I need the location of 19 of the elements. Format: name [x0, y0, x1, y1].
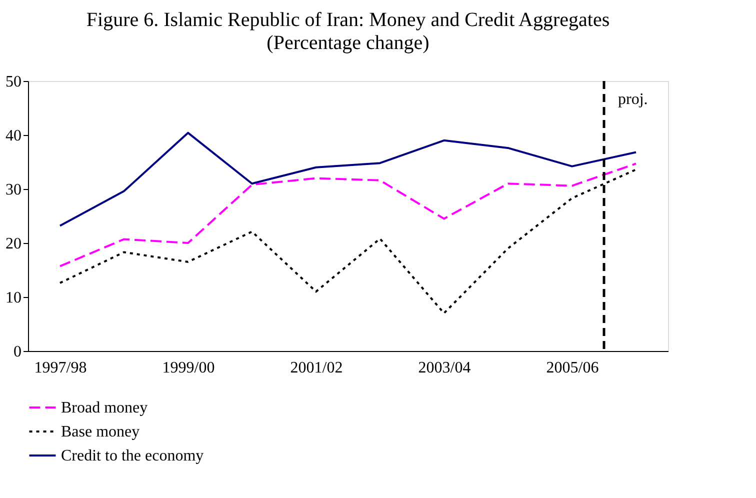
x-tick-label: 2003/04	[418, 360, 471, 376]
legend-label: Broad money	[61, 400, 148, 416]
y-tick-label: 10	[6, 290, 22, 306]
annotation: proj.	[618, 91, 648, 108]
y-tick-label: 40	[6, 128, 22, 144]
x-tick-label: 2005/06	[546, 360, 599, 376]
legend-label: Base money	[61, 424, 140, 440]
legend-label: Credit to the economy	[61, 448, 204, 464]
y-tick-label: 30	[6, 182, 22, 198]
line-series	[59, 132, 637, 227]
y-tick-label: 0	[14, 344, 22, 360]
y-tick-label: 20	[6, 236, 22, 252]
x-tick-label: 2001/02	[290, 360, 343, 376]
chart-subtitle: (Percentage change)	[266, 32, 430, 54]
x-tick-label: 1997/98	[34, 360, 87, 376]
chart-title: Figure 6. Islamic Republic of Iran: Money and Credit Aggregates	[86, 9, 610, 31]
line-series	[59, 162, 637, 268]
x-tick-label: 1999/00	[162, 360, 215, 376]
y-tick-label: 50	[6, 74, 22, 90]
